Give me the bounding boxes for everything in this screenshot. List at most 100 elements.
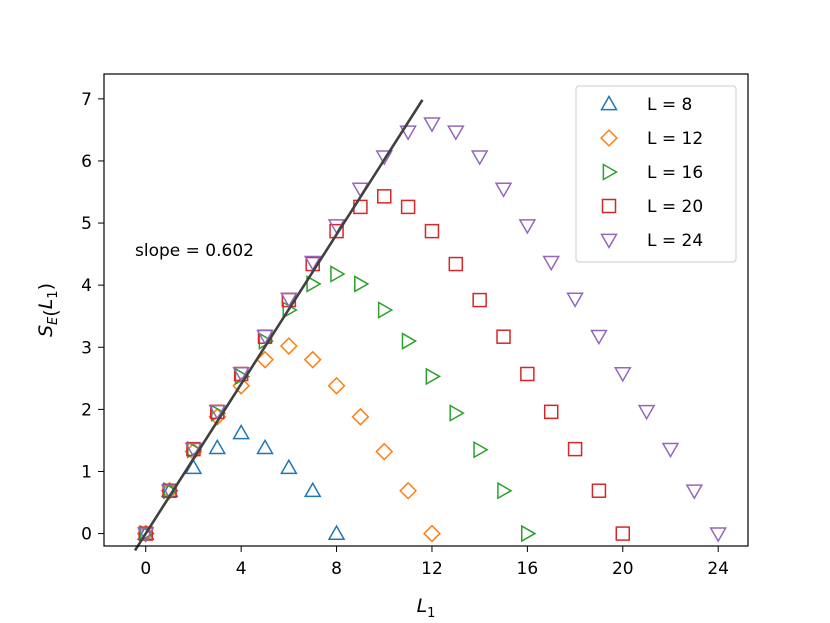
data-point (497, 481, 513, 500)
data-point (591, 483, 607, 498)
data-point (280, 292, 298, 308)
data-point (375, 442, 394, 461)
legend-label: L = 20 (647, 197, 703, 217)
data-point (136, 524, 155, 540)
data-point (470, 150, 489, 166)
data-point (303, 481, 322, 498)
legend-entry: L = 16 (602, 163, 703, 183)
legend-entry: L = 24 (600, 231, 703, 251)
data-point (280, 458, 298, 475)
y-tick-label: 3 (81, 338, 92, 358)
y-tick-label: 7 (81, 90, 92, 110)
x-tick-label: 20 (612, 559, 634, 579)
legend-marker (600, 94, 618, 111)
data-point (543, 404, 559, 420)
legend-label: L = 8 (647, 95, 692, 115)
data-point (449, 404, 465, 422)
data-point (494, 182, 513, 198)
data-point (520, 366, 535, 382)
data-point (256, 438, 274, 455)
legend-marker (600, 129, 618, 147)
data-point (136, 527, 155, 543)
data-point (399, 481, 418, 500)
data-point (496, 329, 511, 344)
data-point (256, 329, 274, 346)
data-point (303, 350, 322, 369)
data-point (401, 332, 418, 350)
data-point (567, 441, 583, 457)
data-point (208, 438, 227, 455)
data-point (208, 404, 227, 421)
y-tick-label: 0 (81, 525, 92, 545)
data-point (685, 484, 704, 500)
data-point (615, 526, 631, 541)
series-l-24 (136, 117, 727, 543)
x-tick-label: 12 (421, 559, 443, 579)
data-point (327, 376, 346, 395)
axes-frame (103, 73, 749, 547)
legend-label: L = 24 (647, 231, 703, 251)
legend-label: L = 12 (647, 129, 703, 149)
data-point (542, 255, 561, 272)
legend-entry: L = 20 (601, 197, 703, 217)
data-point (424, 223, 440, 239)
data-point (330, 265, 346, 283)
data-point (329, 223, 344, 239)
x-tick-label: 4 (236, 559, 247, 579)
data-point (473, 440, 489, 459)
data-point (279, 337, 298, 355)
data-point (375, 150, 394, 166)
data-point (377, 189, 392, 204)
x-tick-label: 8 (331, 559, 342, 579)
data-point (303, 255, 322, 272)
legend-marker (600, 233, 618, 250)
data-point (399, 125, 417, 141)
y-tick-label: 5 (81, 214, 92, 234)
data-point (661, 442, 680, 459)
y-tick-label: 2 (81, 400, 92, 420)
legend-entry: L = 8 (600, 94, 692, 115)
plot-area (133, 99, 727, 552)
data-point (566, 292, 584, 308)
data-point (518, 219, 537, 235)
data-point (232, 366, 250, 383)
legend-marker (602, 163, 619, 181)
data-point (637, 404, 656, 421)
legend: L = 8 L = 12 L = 16 L = 20 L = 24 (575, 85, 737, 263)
y-axis-label: SE(L1) (35, 283, 62, 337)
data-point (351, 407, 370, 426)
linear-fit-line (133, 99, 424, 552)
data-point (423, 117, 441, 133)
legend-entry: L = 12 (600, 129, 703, 149)
data-point (377, 301, 394, 319)
legend-label: L = 16 (647, 163, 703, 183)
data-point (184, 442, 203, 459)
axes (103, 73, 749, 547)
data-point (354, 275, 370, 293)
data-point (425, 367, 441, 386)
data-point (613, 366, 632, 383)
data-point (327, 524, 346, 540)
legend-box (575, 85, 737, 263)
x-tick-label: 24 (707, 559, 729, 579)
data-point (448, 256, 464, 272)
data-point (232, 423, 250, 440)
data-point (306, 275, 322, 293)
y-tick-label: 6 (81, 152, 92, 172)
x-tick-label: 0 (140, 559, 151, 579)
data-point (400, 199, 416, 215)
y-tick-label: 1 (81, 462, 92, 482)
data-point (423, 524, 441, 543)
x-tick-label: 16 (517, 559, 539, 579)
data-point (709, 527, 727, 543)
x-axis-label: L1 (417, 595, 436, 621)
data-point (520, 524, 537, 543)
slope-annotation: slope = 0.602 (135, 241, 254, 261)
legend-marker (601, 198, 617, 214)
data-point (447, 125, 465, 141)
y-tick-label: 4 (81, 276, 92, 296)
data-point (472, 292, 487, 308)
data-point (590, 329, 608, 346)
